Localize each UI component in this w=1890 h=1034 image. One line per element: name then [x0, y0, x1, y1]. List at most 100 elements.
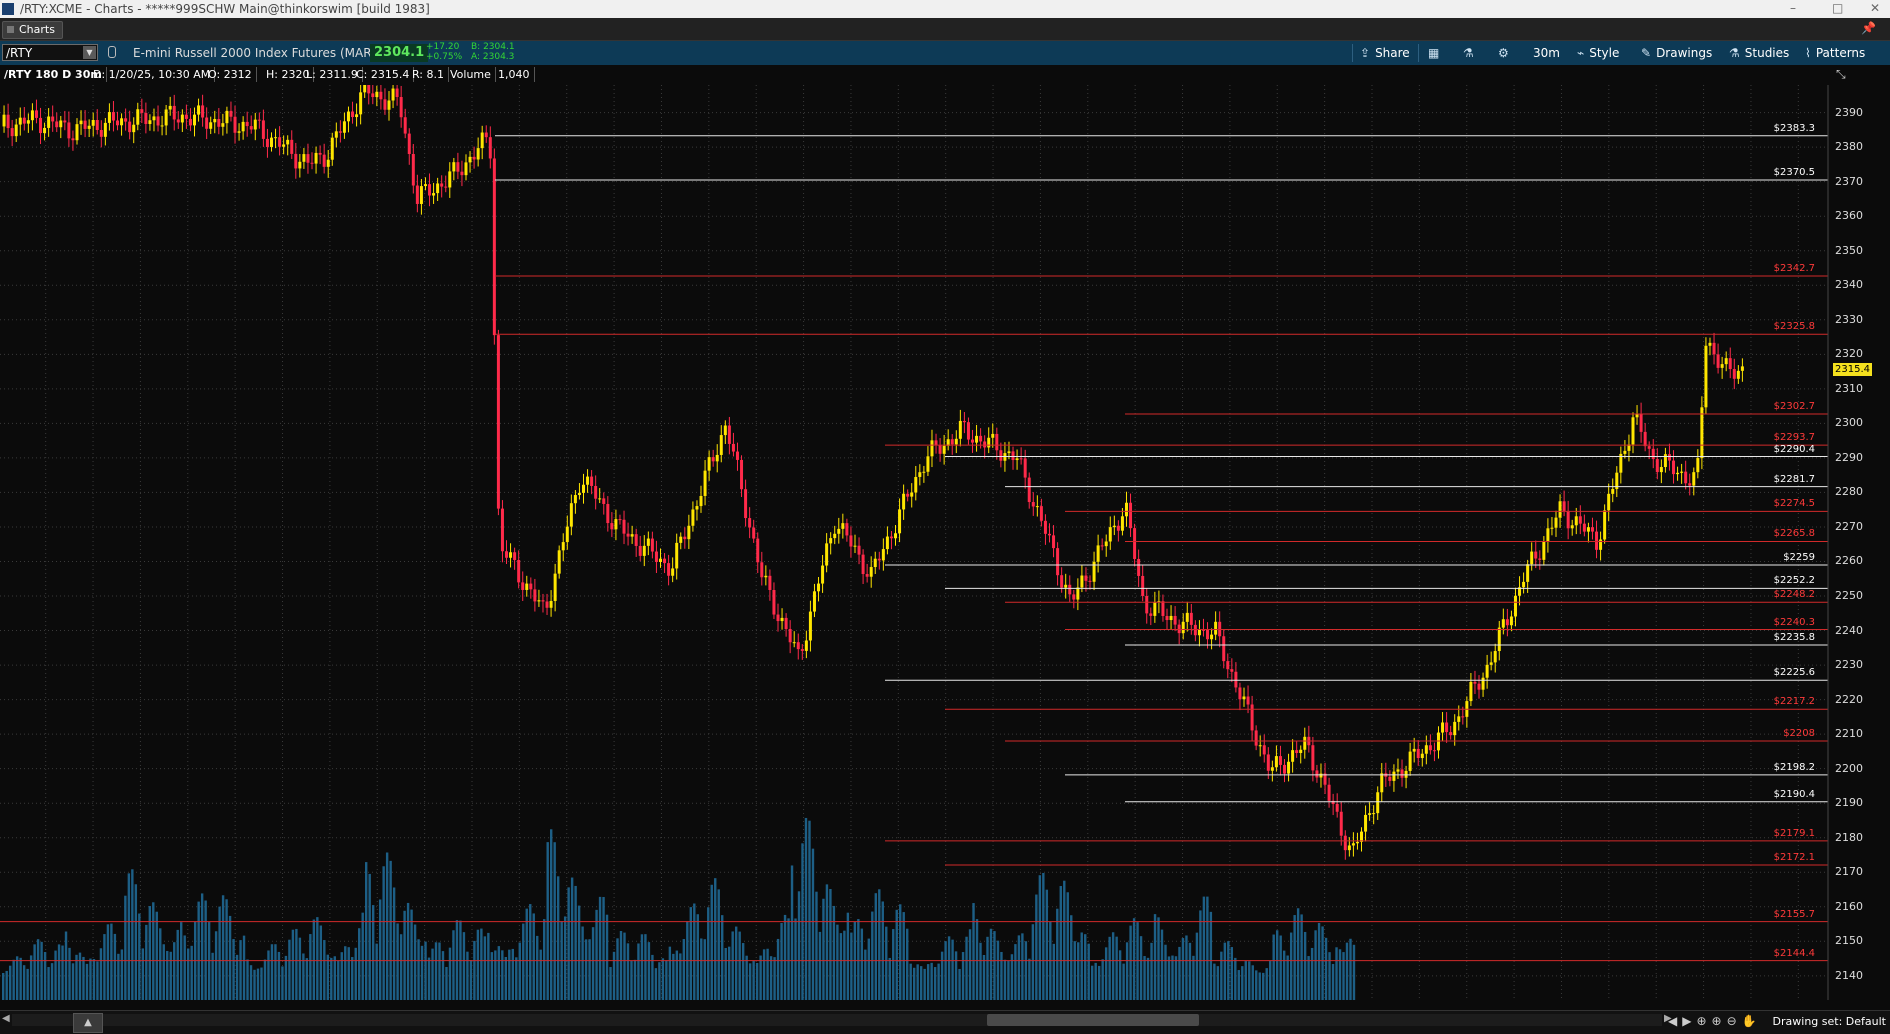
candle-body — [1039, 506, 1043, 521]
scroll-left-icon[interactable]: ◀ — [2, 1013, 10, 1024]
volume-bar — [385, 852, 389, 1000]
flask-button[interactable]: ⚗ — [1463, 44, 1479, 62]
candle-body — [1493, 651, 1497, 663]
pan-arrows-icon[interactable]: ◀▶ — [1668, 1014, 1697, 1028]
volume-bar — [1031, 924, 1035, 1000]
chevron-down-icon[interactable]: ▼ — [83, 46, 96, 59]
candle-body — [1481, 677, 1485, 690]
candle-body — [594, 485, 598, 499]
volume-bar — [947, 936, 951, 1000]
bar-date: D: 1/20/25, 10:30 AM — [89, 67, 216, 82]
pin-icon[interactable]: 📌 — [1861, 21, 1876, 35]
price-axis-label: 2160 — [1835, 899, 1863, 913]
candle-body — [760, 562, 764, 578]
candle-body — [1100, 545, 1104, 547]
price-chart[interactable] — [0, 85, 1890, 1010]
scrollbar-thumb[interactable] — [987, 1014, 1199, 1026]
candle-body — [107, 112, 111, 123]
candle-body — [1368, 813, 1372, 815]
grid-button[interactable]: ▦ — [1428, 44, 1444, 62]
zoom-out-icon[interactable]: ⊖ — [1726, 1014, 1742, 1028]
volume-bar — [281, 966, 284, 1000]
candle-body — [1226, 661, 1230, 670]
candle-body — [213, 119, 217, 123]
volume-bar — [340, 952, 343, 1000]
volume-bar — [1059, 886, 1062, 1000]
volume-bar — [717, 889, 720, 1000]
volume-bar — [246, 959, 249, 1000]
crosshair-icon[interactable]: ⊕ — [1696, 1014, 1712, 1028]
settings-button[interactable]: ⚙ — [1498, 44, 1514, 62]
volume-bar — [61, 945, 64, 1000]
candle-body — [934, 440, 938, 446]
candle-body — [1396, 769, 1400, 772]
candle-body — [1647, 446, 1651, 449]
volume-bar — [134, 884, 138, 1000]
ask: A: 2304.3 — [471, 52, 515, 62]
candle-body — [346, 111, 350, 122]
volume-bar — [1230, 947, 1234, 1000]
candle-body — [265, 138, 269, 147]
volume-bar — [1143, 956, 1146, 1000]
chart-info-bar: /RTY 180 D 30m D: 1/20/25, 10:30 AM O: 2… — [0, 65, 1890, 85]
timeframe-button[interactable]: 30m — [1533, 44, 1560, 62]
maximize-button[interactable]: □ — [1832, 1, 1844, 15]
close-button[interactable]: ✕ — [1870, 1, 1881, 15]
studies-button[interactable]: ⚗ Studies — [1729, 44, 1789, 62]
volume-bar — [602, 897, 605, 1000]
candle-body — [1740, 366, 1744, 371]
link-icon[interactable] — [108, 46, 116, 58]
symbol-input[interactable]: /RTY ▼ — [2, 44, 98, 61]
minimize-button[interactable]: – — [1790, 1, 1796, 15]
share-button[interactable]: ⇪ Share — [1360, 44, 1410, 62]
volume-bar — [899, 904, 902, 1000]
hand-icon[interactable]: ✋ — [1741, 1014, 1762, 1028]
tab-charts[interactable]: Charts — [2, 21, 63, 39]
scroll-right-icon[interactable]: ▶ — [1664, 1013, 1672, 1024]
candle-body — [1736, 370, 1740, 379]
volume-bar — [1139, 936, 1143, 1000]
candle-body — [383, 99, 387, 110]
candle-body — [1311, 745, 1315, 771]
volume-bar — [1024, 941, 1028, 1000]
volume-bar — [1335, 947, 1338, 1000]
price-axis-label: 2190 — [1835, 796, 1863, 810]
volume-bar — [162, 944, 165, 1000]
candle-body — [577, 492, 581, 496]
candle-body — [375, 91, 379, 98]
candle-body — [1724, 358, 1728, 365]
style-button[interactable]: ⌁ Style — [1577, 44, 1619, 62]
volume-bar — [832, 905, 836, 1000]
candle-body — [1376, 792, 1380, 814]
volume-bar — [462, 932, 466, 1000]
candle-body — [1185, 612, 1189, 622]
volume-bar — [494, 950, 497, 1000]
volume-bar — [1129, 925, 1132, 1000]
drawings-button[interactable]: ✎ Drawings — [1641, 44, 1712, 62]
candle-body — [950, 439, 954, 445]
flask-icon: ⚗ — [1729, 46, 1740, 60]
volume-bar — [951, 939, 954, 1000]
candle-body — [821, 565, 825, 584]
candle-body — [962, 420, 966, 423]
volume-label: Volume — [446, 67, 496, 82]
volume-bar — [211, 952, 214, 1000]
price-level-label: $2290.4 — [1773, 443, 1815, 455]
volume-bar — [518, 942, 521, 1000]
low-value: L: 2311.9 — [302, 67, 363, 82]
candle-body — [144, 112, 148, 124]
candle-body — [91, 120, 95, 126]
zoom-in-icon[interactable]: ⊕ — [1711, 1014, 1727, 1028]
horizontal-scrollbar[interactable] — [12, 1014, 1662, 1026]
candle-body — [245, 121, 249, 127]
collapse-icon[interactable]: ⤡ — [1836, 67, 1846, 81]
volume-bar — [319, 925, 323, 1000]
patterns-button[interactable]: ⌇ Patterns — [1805, 44, 1865, 62]
expand-panel-button[interactable]: ▲ — [73, 1013, 103, 1033]
drawing-set-label[interactable]: Drawing set: Default — [1772, 1015, 1886, 1028]
candle-body — [1246, 696, 1250, 705]
candle-body — [756, 538, 760, 563]
volume-bar — [588, 939, 591, 1000]
candle-body — [326, 159, 330, 167]
candle-body — [488, 137, 492, 159]
